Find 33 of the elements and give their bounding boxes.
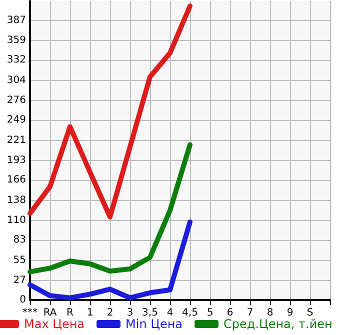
y-tick-label: 359 xyxy=(6,35,26,46)
x-tick-label: 1 xyxy=(86,308,94,318)
y-tick-label: 193 xyxy=(6,155,26,166)
x-tick-label: R xyxy=(66,308,74,318)
y-tick-label: 83 xyxy=(13,234,26,246)
x-tick-label: 7 xyxy=(246,308,254,318)
y-tick-label: 249 xyxy=(6,114,26,126)
x-tick-label: 9 xyxy=(286,308,294,318)
x-tick-label: 3,5 xyxy=(142,308,158,318)
y-tick-label: 138 xyxy=(6,194,26,206)
y-tick-label: 387 xyxy=(6,15,26,26)
y-tick-label: 27 xyxy=(13,275,26,286)
x-tick-label: 4,5 xyxy=(182,308,198,318)
y-tick-label: 55 xyxy=(13,254,26,266)
y-tick-label: 304 xyxy=(6,74,26,86)
legend-label: Max Цена xyxy=(24,317,85,331)
y-tick-label: 332 xyxy=(6,54,26,66)
legend-label: Min Цена xyxy=(126,317,183,331)
x-tick-label: 8 xyxy=(266,308,274,318)
x-tick-label: S xyxy=(306,308,314,318)
x-tick-label: *** xyxy=(22,308,38,318)
y-tick-label: 110 xyxy=(6,215,26,226)
y-tick-label: 221 xyxy=(6,134,26,146)
x-tick-label: 6 xyxy=(226,308,234,318)
y-tick-label: 276 xyxy=(6,95,26,106)
x-tick-label: 4 xyxy=(166,308,174,318)
legend-label: Сред.Цена, т.йен xyxy=(224,317,332,331)
x-tick-label: RA xyxy=(43,308,57,318)
x-tick-label: 2 xyxy=(106,308,114,318)
y-tick-label: 166 xyxy=(6,174,26,186)
y-tick-label: 0 xyxy=(20,294,26,306)
x-tick-label: 5 xyxy=(206,308,214,318)
x-tick-label: 3 xyxy=(126,308,134,318)
